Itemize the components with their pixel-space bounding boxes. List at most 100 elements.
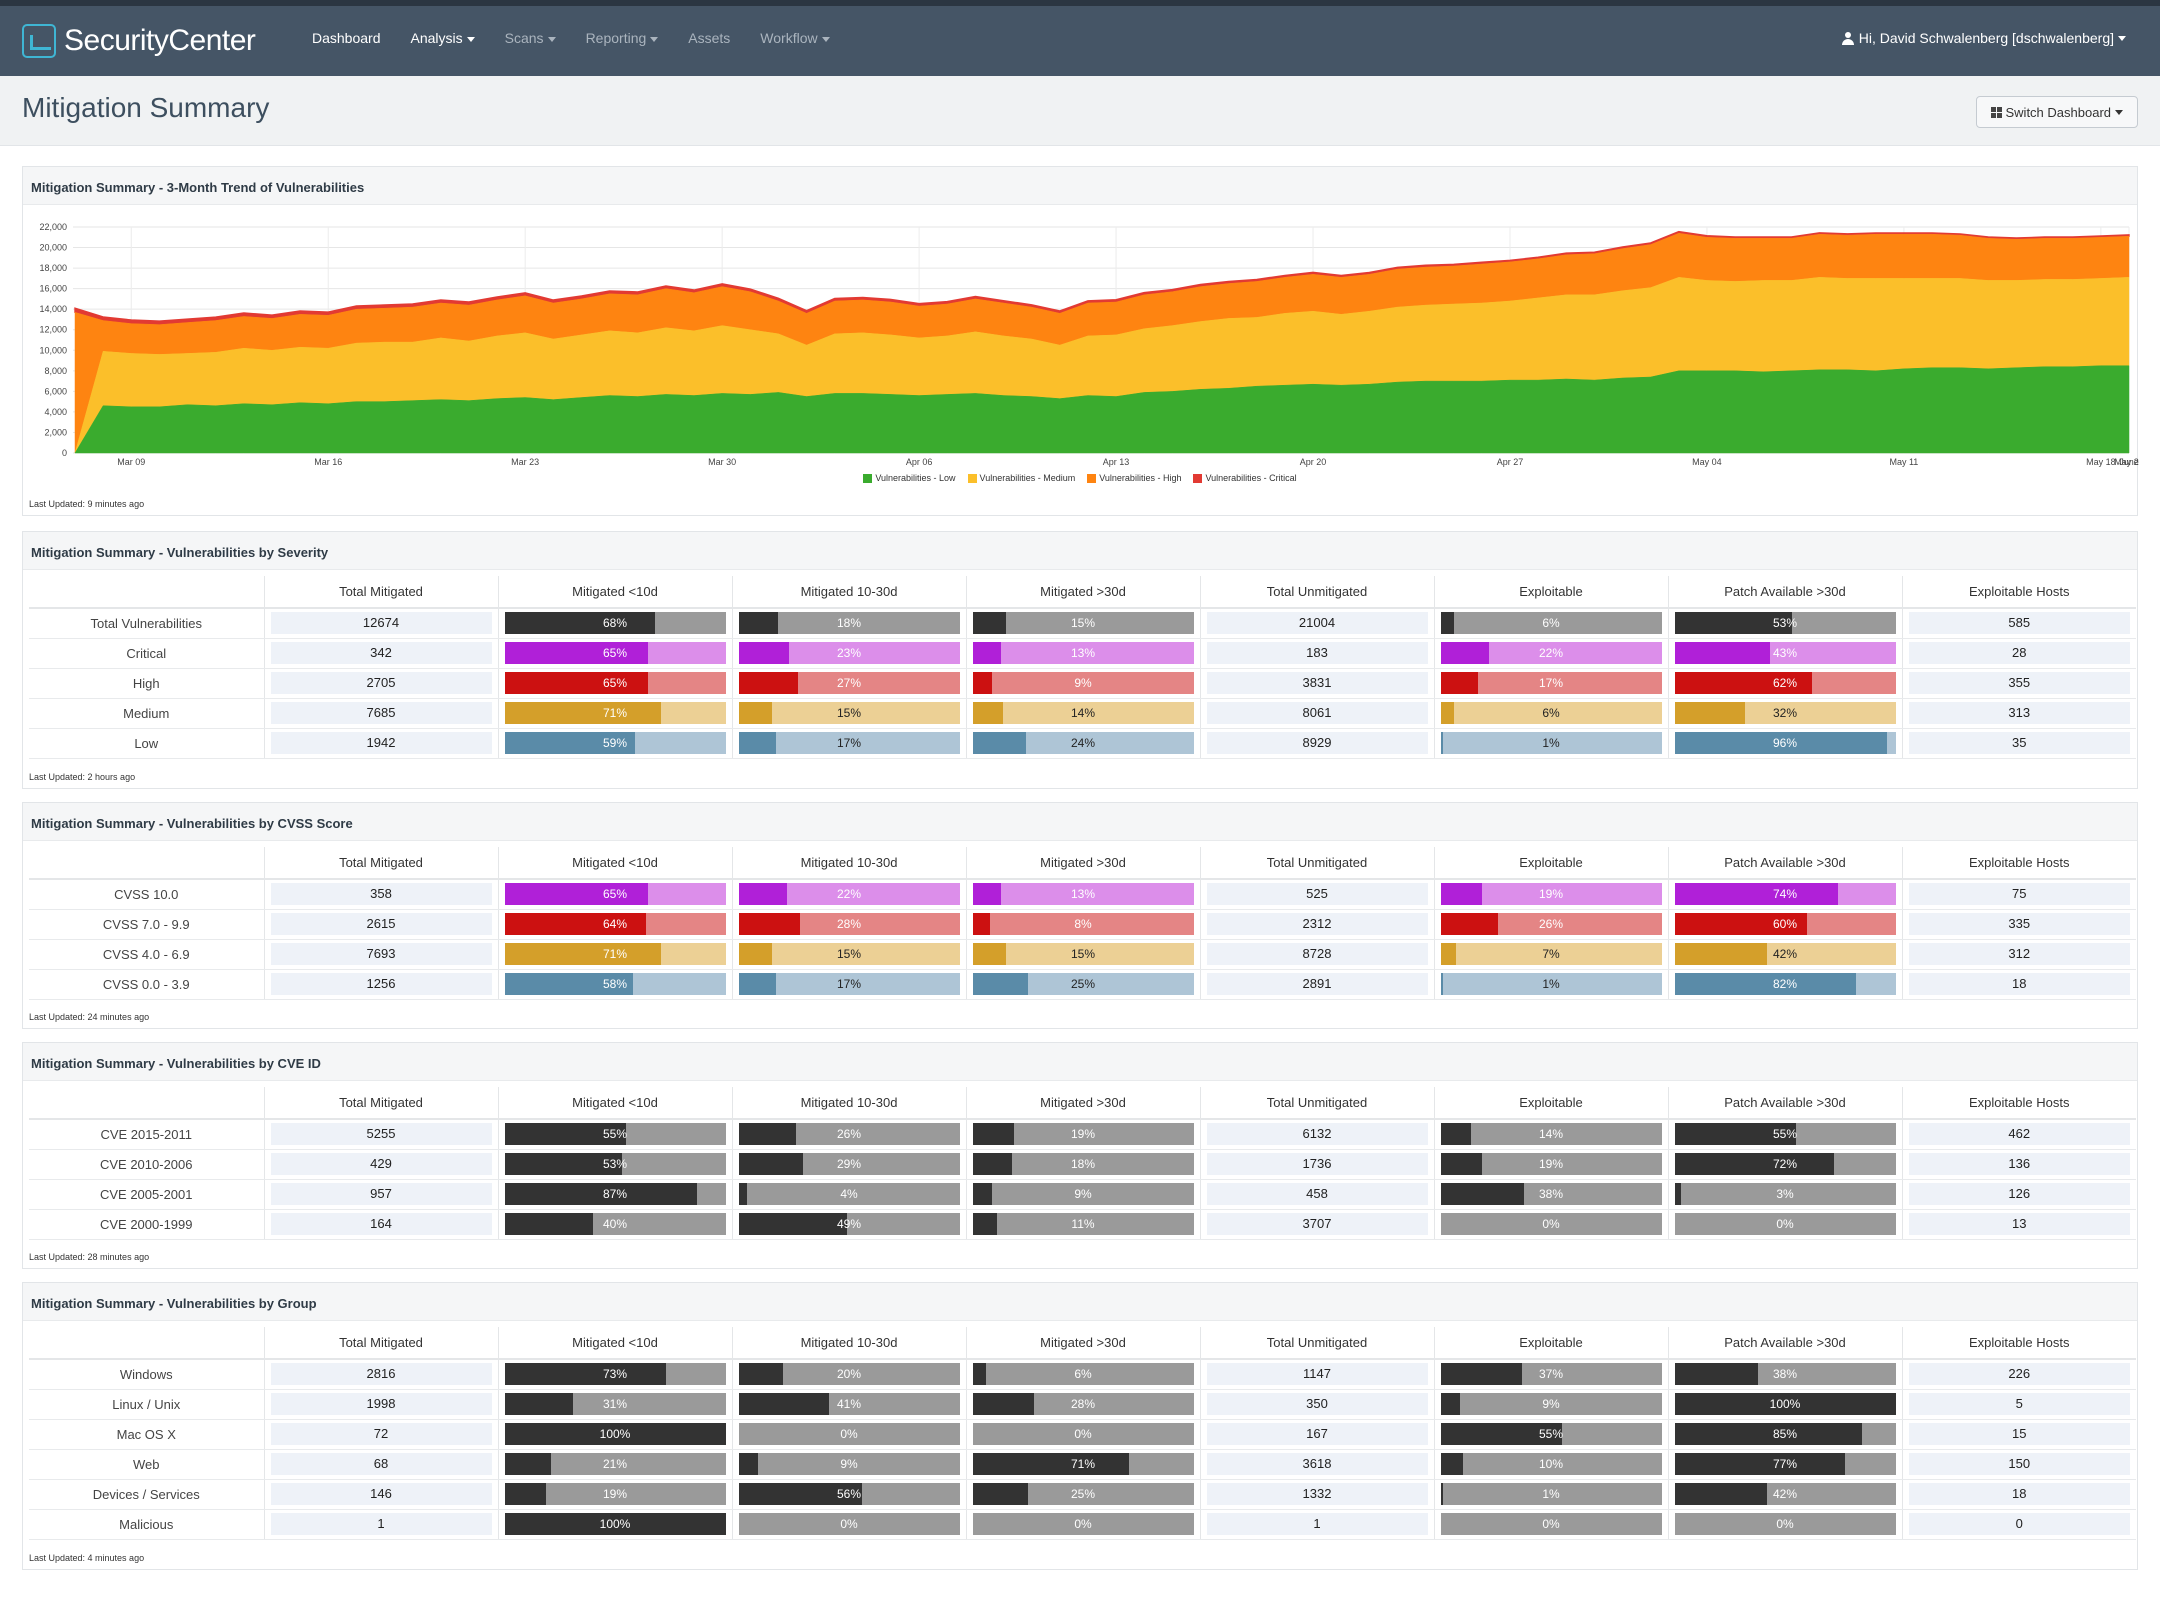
percent-bar[interactable]: 25% [972, 1483, 1194, 1505]
percent-bar[interactable]: 65% [504, 672, 726, 694]
percent-bar[interactable]: 53% [504, 1153, 726, 1175]
percent-bar[interactable]: 53% [1674, 612, 1896, 635]
percent-bar[interactable]: 15% [738, 702, 960, 724]
percent-bar[interactable]: 22% [1440, 642, 1662, 664]
percent-bar[interactable]: 17% [738, 973, 960, 995]
percent-bar[interactable]: 15% [972, 612, 1194, 635]
nav-item-reporting[interactable]: Reporting [586, 30, 659, 46]
nav-item-assets[interactable]: Assets [688, 30, 730, 46]
percent-bar[interactable]: 9% [972, 1183, 1194, 1205]
percent-bar[interactable]: 18% [972, 1153, 1194, 1175]
percent-bar[interactable]: 43% [1674, 642, 1896, 664]
percent-bar[interactable]: 14% [1440, 1123, 1662, 1146]
percent-bar[interactable]: 0% [1440, 1213, 1662, 1235]
percent-bar[interactable]: 55% [1674, 1123, 1896, 1146]
percent-bar[interactable]: 100% [504, 1513, 726, 1535]
percent-bar[interactable]: 0% [1674, 1513, 1896, 1535]
percent-bar[interactable]: 0% [738, 1423, 960, 1445]
percent-bar[interactable]: 0% [1440, 1513, 1662, 1535]
percent-bar[interactable]: 9% [1440, 1393, 1662, 1415]
percent-bar[interactable]: 17% [1440, 672, 1662, 694]
percent-bar[interactable]: 21% [504, 1453, 726, 1475]
percent-bar[interactable]: 59% [504, 732, 726, 754]
percent-bar[interactable]: 0% [972, 1423, 1194, 1445]
percent-bar[interactable]: 17% [738, 732, 960, 754]
percent-bar[interactable]: 23% [738, 642, 960, 664]
percent-bar[interactable]: 28% [738, 913, 960, 935]
legend-item[interactable]: Vulnerabilities - Medium [967, 473, 1075, 483]
percent-bar[interactable]: 22% [738, 883, 960, 906]
percent-bar[interactable]: 100% [1674, 1393, 1896, 1415]
nav-item-workflow[interactable]: Workflow [760, 30, 830, 46]
percent-bar[interactable]: 1% [1440, 973, 1662, 995]
nav-item-dashboard[interactable]: Dashboard [312, 30, 381, 46]
percent-bar[interactable]: 19% [1440, 1153, 1662, 1175]
percent-bar[interactable]: 41% [738, 1393, 960, 1415]
percent-bar[interactable]: 37% [1440, 1363, 1662, 1386]
percent-bar[interactable]: 64% [504, 913, 726, 935]
percent-bar[interactable]: 19% [504, 1483, 726, 1505]
percent-bar[interactable]: 10% [1440, 1453, 1662, 1475]
percent-bar[interactable]: 19% [972, 1123, 1194, 1146]
percent-bar[interactable]: 8% [972, 913, 1194, 935]
percent-bar[interactable]: 74% [1674, 883, 1896, 906]
percent-bar[interactable]: 1% [1440, 1483, 1662, 1505]
percent-bar[interactable]: 100% [504, 1423, 726, 1445]
percent-bar[interactable]: 55% [1440, 1423, 1662, 1445]
percent-bar[interactable]: 26% [1440, 913, 1662, 935]
percent-bar[interactable]: 14% [972, 702, 1194, 724]
percent-bar[interactable]: 0% [972, 1513, 1194, 1535]
percent-bar[interactable]: 11% [972, 1213, 1194, 1235]
percent-bar[interactable]: 19% [1440, 883, 1662, 906]
percent-bar[interactable]: 29% [738, 1153, 960, 1175]
percent-bar[interactable]: 6% [1440, 612, 1662, 635]
app-logo[interactable]: SecurityCenter [22, 24, 256, 58]
percent-bar[interactable]: 24% [972, 732, 1194, 754]
user-menu[interactable]: Hi, David Schwalenberg [dschwalenberg] [1841, 30, 2126, 46]
switch-dashboard-button[interactable]: Switch Dashboard [1975, 96, 2138, 128]
nav-item-scans[interactable]: Scans [505, 30, 556, 46]
percent-bar[interactable]: 15% [972, 943, 1194, 965]
percent-bar[interactable]: 6% [1440, 702, 1662, 724]
percent-bar[interactable]: 25% [972, 973, 1194, 995]
legend-item[interactable]: Vulnerabilities - Low [863, 473, 956, 483]
percent-bar[interactable]: 15% [738, 943, 960, 965]
percent-bar[interactable]: 55% [504, 1123, 726, 1146]
percent-bar[interactable]: 58% [504, 973, 726, 995]
percent-bar[interactable]: 1% [1440, 732, 1662, 754]
percent-bar[interactable]: 72% [1674, 1153, 1896, 1175]
percent-bar[interactable]: 31% [504, 1393, 726, 1415]
percent-bar[interactable]: 4% [738, 1183, 960, 1205]
percent-bar[interactable]: 71% [972, 1453, 1194, 1475]
percent-bar[interactable]: 9% [972, 672, 1194, 694]
percent-bar[interactable]: 38% [1440, 1183, 1662, 1205]
percent-bar[interactable]: 26% [738, 1123, 960, 1146]
percent-bar[interactable]: 62% [1674, 672, 1896, 694]
percent-bar[interactable]: 28% [972, 1393, 1194, 1415]
percent-bar[interactable]: 87% [504, 1183, 726, 1205]
percent-bar[interactable]: 56% [738, 1483, 960, 1505]
percent-bar[interactable]: 71% [504, 943, 726, 965]
percent-bar[interactable]: 60% [1674, 913, 1896, 935]
percent-bar[interactable]: 49% [738, 1213, 960, 1235]
percent-bar[interactable]: 13% [972, 642, 1194, 664]
percent-bar[interactable]: 9% [738, 1453, 960, 1475]
percent-bar[interactable]: 7% [1440, 943, 1662, 965]
percent-bar[interactable]: 3% [1674, 1183, 1896, 1205]
percent-bar[interactable]: 71% [504, 702, 726, 724]
percent-bar[interactable]: 77% [1674, 1453, 1896, 1475]
percent-bar[interactable]: 38% [1674, 1363, 1896, 1386]
percent-bar[interactable]: 6% [972, 1363, 1194, 1386]
percent-bar[interactable]: 40% [504, 1213, 726, 1235]
nav-item-analysis[interactable]: Analysis [411, 30, 475, 46]
percent-bar[interactable]: 0% [738, 1513, 960, 1535]
percent-bar[interactable]: 65% [504, 883, 726, 906]
percent-bar[interactable]: 42% [1674, 943, 1896, 965]
percent-bar[interactable]: 32% [1674, 702, 1896, 724]
legend-item[interactable]: Vulnerabilities - High [1087, 473, 1181, 483]
percent-bar[interactable]: 0% [1674, 1213, 1896, 1235]
percent-bar[interactable]: 65% [504, 642, 726, 664]
percent-bar[interactable]: 42% [1674, 1483, 1896, 1505]
percent-bar[interactable]: 73% [504, 1363, 726, 1386]
percent-bar[interactable]: 27% [738, 672, 960, 694]
